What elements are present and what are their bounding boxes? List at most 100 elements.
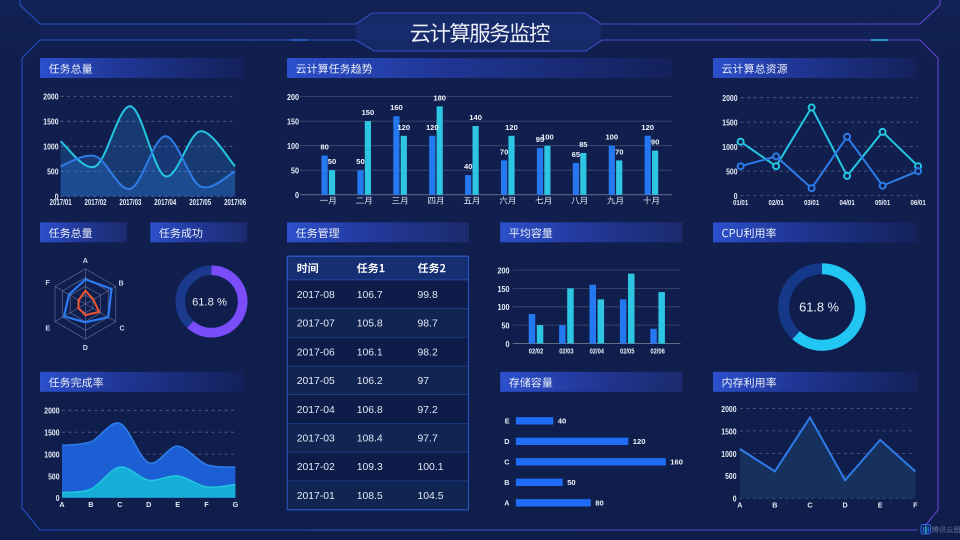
svg-text:105.8: 105.8 [357,319,383,330]
svg-text:100.1: 100.1 [418,462,444,473]
svg-text:70: 70 [615,147,623,156]
svg-text:180: 180 [433,93,446,102]
svg-text:50: 50 [356,157,364,166]
svg-text:2017/04: 2017/04 [154,198,177,207]
svg-text:108.5: 108.5 [357,491,383,502]
svg-text:50: 50 [567,478,575,487]
svg-text:F: F [45,278,50,287]
svg-text:120: 120 [505,123,518,132]
svg-text:A: A [737,500,742,509]
svg-text:06/01: 06/01 [910,198,925,207]
svg-text:50: 50 [291,167,299,176]
svg-text:100: 100 [498,303,510,312]
svg-text:04/01: 04/01 [839,198,854,207]
svg-text:140: 140 [469,113,482,122]
svg-text:70: 70 [500,147,508,156]
svg-text:A: A [83,256,88,265]
svg-text:C: C [504,458,509,467]
svg-text:D: D [504,437,509,446]
svg-text:2017-07: 2017-07 [297,319,335,330]
svg-text:2017-02: 2017-02 [297,462,335,473]
svg-text:500: 500 [726,168,738,177]
svg-text:E: E [175,500,180,509]
svg-text:2017-08: 2017-08 [297,290,335,301]
svg-text:150: 150 [287,118,299,127]
svg-text:80: 80 [595,499,603,508]
svg-text:106.1: 106.1 [357,347,383,358]
svg-text:2017-06: 2017-06 [297,347,335,358]
svg-text:100: 100 [541,133,554,142]
svg-text:2017-04: 2017-04 [297,405,335,416]
svg-text:01/01: 01/01 [733,198,748,207]
svg-text:E: E [45,323,50,332]
svg-text:F: F [913,500,918,509]
svg-text:A: A [59,500,64,509]
svg-text:80: 80 [320,143,328,152]
svg-text:F: F [204,500,209,509]
svg-text:99.8: 99.8 [418,290,438,301]
svg-text:85: 85 [579,140,588,149]
svg-text:0: 0 [55,193,59,202]
svg-text:104.5: 104.5 [418,491,444,502]
svg-text:D: D [842,500,847,509]
svg-text:1000: 1000 [44,450,60,459]
svg-text:2017/01: 2017/01 [50,198,73,207]
svg-text:2017-05: 2017-05 [297,376,335,387]
svg-text:B: B [772,500,777,509]
svg-text:90: 90 [651,138,659,147]
svg-text:B: B [119,279,124,288]
svg-text:B: B [88,500,93,509]
svg-text:95: 95 [536,135,545,144]
svg-text:2017/05: 2017/05 [189,198,212,207]
svg-text:50: 50 [328,157,336,166]
svg-text:1000: 1000 [721,450,737,459]
svg-text:0: 0 [734,192,738,201]
svg-text:106.2: 106.2 [357,376,383,387]
svg-text:0: 0 [295,191,299,200]
svg-text:500: 500 [725,472,737,481]
svg-text:C: C [120,323,125,332]
svg-text:150: 150 [498,285,510,294]
svg-text:05/01: 05/01 [875,198,890,207]
svg-text:A: A [504,499,509,508]
svg-text:2000: 2000 [44,407,60,416]
svg-text:1000: 1000 [43,143,59,152]
svg-text:40: 40 [558,417,566,426]
svg-text:98.7: 98.7 [418,319,438,330]
svg-text:160: 160 [390,103,403,112]
svg-text:106.8: 106.8 [357,405,383,416]
svg-text:02/04: 02/04 [590,346,605,355]
svg-text:2017/06: 2017/06 [224,198,247,207]
svg-text:02/01: 02/01 [768,198,783,207]
svg-text:120: 120 [426,123,439,132]
svg-text:61.8 %: 61.8 % [799,300,839,315]
svg-text:1500: 1500 [721,427,737,436]
svg-text:97.2: 97.2 [418,405,438,416]
svg-text:02/03: 02/03 [559,346,573,355]
svg-text:120: 120 [633,437,646,446]
svg-text:97.7: 97.7 [418,434,438,445]
svg-text:0: 0 [733,495,737,504]
svg-text:0: 0 [56,494,60,503]
svg-text:200: 200 [287,93,299,102]
svg-text:2017/02: 2017/02 [85,198,108,207]
svg-text:150: 150 [362,108,375,117]
svg-text:1500: 1500 [44,429,60,438]
svg-text:0: 0 [506,340,510,349]
svg-text:D: D [83,343,88,352]
svg-text:2017/03: 2017/03 [119,198,142,207]
svg-text:120: 120 [641,123,654,132]
svg-text:2000: 2000 [43,93,59,102]
svg-text:02/05: 02/05 [620,346,634,355]
svg-text:2017-03: 2017-03 [297,434,335,445]
svg-text:100: 100 [287,142,299,151]
svg-text:C: C [117,500,122,509]
svg-text:1500: 1500 [722,119,738,128]
svg-text:B: B [504,478,509,487]
svg-text:106.7: 106.7 [357,290,383,301]
svg-text:1000: 1000 [722,143,738,152]
svg-text:D: D [146,500,151,509]
svg-text:109.3: 109.3 [357,462,383,473]
svg-text:2017-01: 2017-01 [297,491,335,502]
svg-text:200: 200 [498,266,510,275]
